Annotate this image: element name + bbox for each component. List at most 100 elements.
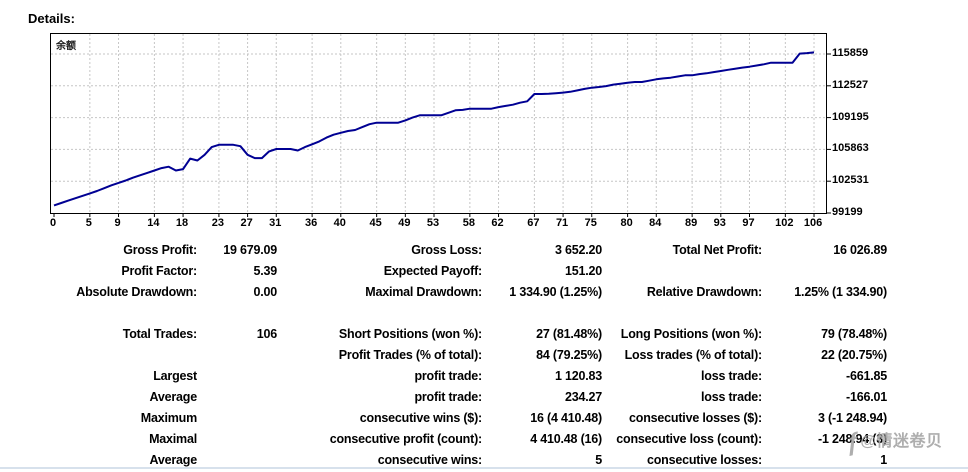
balance-line (53, 51, 815, 207)
stat-label: Average (149, 453, 198, 467)
balance-chart-canvas (51, 34, 831, 217)
y-tick-label: 112527 (832, 78, 869, 91)
stat-label: Relative Drawdown: (646, 285, 762, 299)
stat-label: Profit Factor: (121, 264, 197, 278)
y-tick-label: 115859 (832, 47, 869, 59)
stat-value: 5.39 (253, 264, 277, 278)
x-tick-label: 62 (491, 217, 504, 229)
table-row: Profit Factor: 5.39 Expected Payoff: 151.20 (0, 264, 968, 280)
stat-value: 84 (79.25%) (536, 348, 602, 362)
stat-label: Maximum (140, 411, 197, 425)
stat-value: 1 (880, 453, 887, 467)
x-tick-label: 45 (369, 217, 382, 229)
stat-value: 234.27 (564, 390, 602, 404)
x-tick-label: 67 (527, 217, 540, 229)
stat-label: Expected Payoff: (383, 264, 482, 278)
table-row: Maximal consecutive profit (count): 4 410.… (0, 432, 968, 448)
x-tick-label: 36 (304, 217, 318, 229)
x-tick-label: 58 (462, 217, 475, 229)
stat-label: consecutive profit (count): (329, 432, 482, 446)
stat-value: 79 (78.48%) (821, 327, 887, 341)
stat-label: Long Positions (won %): (620, 327, 762, 341)
watermark: ƒ@情迷卷贝 (845, 427, 943, 458)
stat-label: consecutive wins ($): (359, 411, 482, 425)
stat-label: loss trade: (700, 369, 762, 383)
stat-label: consecutive losses: (646, 453, 762, 467)
chart-series-label: 余额 (56, 41, 76, 52)
stat-label: Average (149, 390, 198, 404)
x-tick-label: 106 (803, 217, 823, 229)
stat-value: 1 120.83 (554, 369, 602, 383)
watermark-signature-icon: ƒ (845, 427, 861, 458)
x-tick-label: 14 (147, 217, 160, 229)
y-tick-label: 105863 (832, 142, 869, 155)
x-tick-label: 23 (211, 217, 225, 229)
stat-label: Absolute Drawdown: (76, 285, 197, 299)
stat-value: -661.85 (846, 369, 887, 383)
x-tick-label: 18 (175, 217, 189, 229)
x-tick-label: 0 (49, 217, 57, 229)
stat-label: Total Trades: (122, 327, 197, 341)
x-tick-label: 80 (620, 217, 633, 229)
table-row: Average consecutive wins: 5 consecutive los… (0, 453, 968, 469)
x-tick-label: 84 (649, 217, 662, 229)
stat-value: 3 (-1 248.94) (818, 411, 887, 425)
x-tick-label: 53 (426, 217, 440, 229)
stat-label: Largest (153, 369, 197, 383)
stat-label: profit trade: (414, 369, 482, 383)
table-row: Absolute Drawdown: 0.00 Maximal Drawdown: 1… (0, 285, 968, 301)
stat-value: 1.25% (1 334.90) (794, 285, 887, 299)
x-tick-label: 89 (685, 217, 698, 229)
stat-label: Total Net Profit: (672, 243, 763, 257)
x-tick-label: 75 (584, 217, 597, 229)
stat-label: loss trade: (700, 390, 762, 404)
stat-value: -166.01 (846, 390, 887, 404)
stat-value: 16 (4 410.48) (530, 411, 602, 425)
stat-value: 1 334.90 (1.25%) (509, 285, 602, 299)
table-row: Largest profit trade: 1 120.83 loss trade: -… (0, 369, 968, 385)
x-tick-label: 71 (555, 217, 569, 229)
stat-value: 27 (81.48%) (536, 327, 602, 341)
x-tick-label: 102 (775, 217, 794, 229)
bottom-separator (0, 467, 968, 469)
table-row: Average profit trade: 234.27 loss trade: -16… (0, 390, 968, 406)
y-tick-label: 99199 (832, 206, 863, 218)
x-tick-label: 5 (85, 217, 92, 229)
stat-value: 19 679.09 (223, 243, 277, 257)
table-row: Profit Trades (% of total): 84 (79.25%) Lo… (0, 348, 968, 364)
stat-label: Gross Profit: (123, 243, 197, 257)
watermark-text: @情迷卷贝 (860, 433, 943, 450)
stat-label: consecutive wins: (377, 453, 482, 467)
balance-chart: 余额 (50, 33, 831, 217)
x-tick-label: 31 (269, 217, 282, 229)
stat-label: Profit Trades (% of total): (338, 348, 482, 362)
y-tick-label: 109195 (832, 110, 869, 123)
stat-label: Gross Loss: (411, 243, 482, 257)
stat-value: 5 (595, 453, 602, 467)
x-tick-label: 97 (742, 217, 755, 229)
stat-value: 0.00 (253, 285, 277, 299)
x-tick-label: 40 (333, 217, 346, 229)
stat-label: Maximal Drawdown: (365, 285, 482, 299)
x-tick-label: 9 (114, 217, 121, 229)
y-tick-label: 102531 (832, 174, 869, 187)
stat-label: consecutive losses ($): (629, 411, 762, 425)
stat-label: consecutive loss (count): (616, 432, 762, 446)
stat-value: 22 (20.75%) (821, 348, 887, 362)
stat-label: Loss trades (% of total): (624, 348, 763, 362)
stat-value: 16 026.89 (833, 243, 887, 257)
stat-value: 3 652.20 (554, 243, 602, 257)
x-tick-label: 49 (398, 217, 411, 229)
stat-value: 151.20 (564, 264, 602, 278)
table-row: Total Trades: 106 Short Positions (won %):… (0, 327, 968, 343)
stat-label: profit trade: (414, 390, 482, 404)
table-row: Gross Profit: 19 679.09 Gross Loss: 3 652.2… (0, 243, 968, 259)
stat-value: 4 410.48 (16) (530, 432, 602, 446)
page-title: Details: (28, 11, 75, 26)
table-row: Maximum consecutive wins ($): 16 (4 410.48… (0, 411, 968, 427)
x-tick-label: 27 (240, 217, 253, 229)
stat-label: Maximal (149, 432, 197, 446)
stat-label: Short Positions (won %): (338, 327, 482, 341)
stat-value: -1 248.94 (3) (818, 432, 887, 446)
